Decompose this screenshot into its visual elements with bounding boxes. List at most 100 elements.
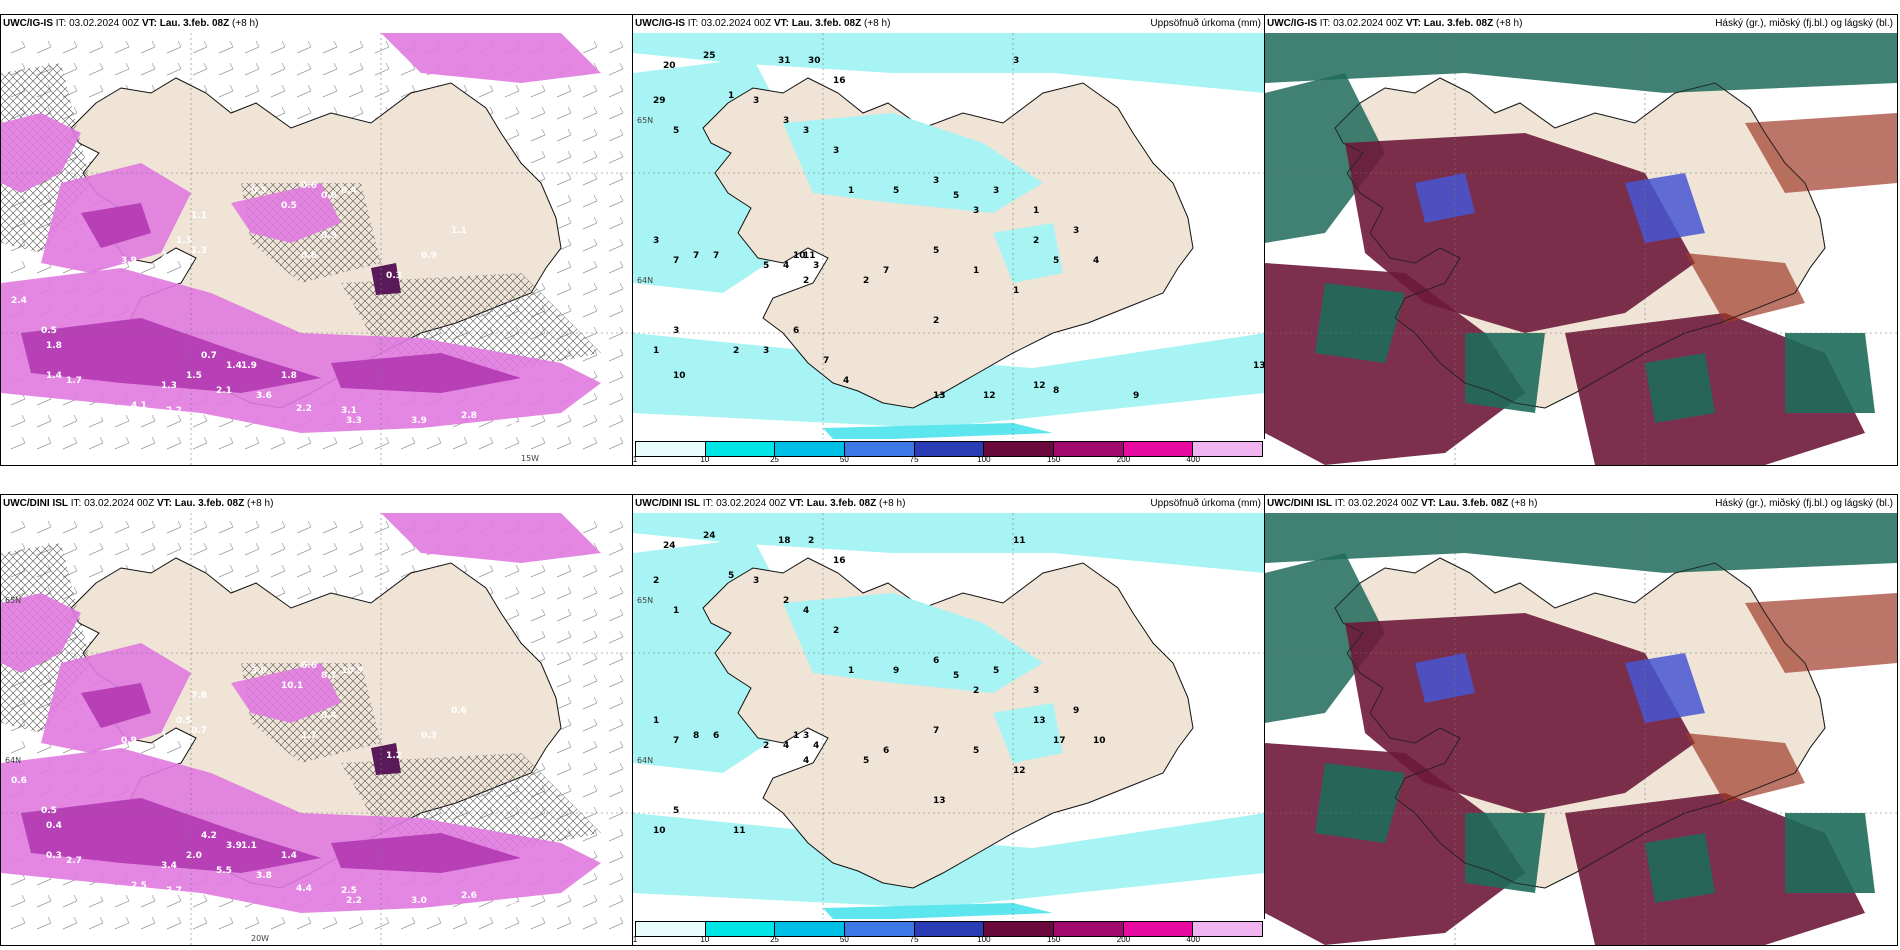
wind-barb xyxy=(166,542,182,556)
wind-barb xyxy=(218,436,234,450)
colorbar-tick-label: 100 xyxy=(977,455,991,464)
precip-value: 0.5 xyxy=(176,716,192,726)
accum-value: 1 xyxy=(673,606,679,616)
wind-barb xyxy=(582,564,598,578)
wind-barb xyxy=(582,652,598,666)
precip-core xyxy=(21,798,321,873)
accum-value: 29 xyxy=(653,96,666,106)
wind-barb xyxy=(582,718,598,732)
accum-value: 4 xyxy=(803,606,809,616)
wind-barb xyxy=(556,652,572,666)
wind-barb xyxy=(36,414,52,428)
lead-time: (+8 h) xyxy=(1511,498,1538,509)
wind-barb xyxy=(374,436,390,450)
cloud-area xyxy=(1465,333,1545,413)
precip-max xyxy=(371,743,401,775)
wind-barb xyxy=(608,150,624,164)
init-time: IT: 03.02.2024 00Z xyxy=(702,498,787,509)
precip-value: 1.7 xyxy=(301,731,317,741)
precip-value: 7.8 xyxy=(191,691,207,701)
wind-barb xyxy=(608,828,624,842)
wind-barb xyxy=(88,520,104,534)
accum-value: 5 xyxy=(933,246,939,256)
accum-value: 2 xyxy=(973,686,979,696)
wind-barb xyxy=(608,542,624,556)
wind-barb xyxy=(556,194,572,208)
wind-barb xyxy=(582,608,598,622)
cloud-area xyxy=(1415,653,1475,703)
precip-value: 1.9 xyxy=(241,361,257,371)
wind-barb xyxy=(10,740,26,754)
wind-barb xyxy=(166,740,182,754)
wind-barb xyxy=(374,40,390,54)
accum-value: 5 xyxy=(893,186,899,196)
model-label: UWC/DINI ISL xyxy=(3,498,68,509)
wind-barb xyxy=(88,542,104,556)
precip-value: 1.1 xyxy=(451,226,467,236)
wind-barb xyxy=(348,564,364,578)
wind-barb xyxy=(582,586,598,600)
wind-barb xyxy=(608,128,624,142)
accum-value: 7 xyxy=(693,251,699,261)
wind-barb xyxy=(114,894,130,908)
precip-value: 0.6 xyxy=(301,181,317,191)
accum-value: 6 xyxy=(933,656,939,666)
accum-value: 16 xyxy=(833,556,846,566)
valid-time: VT: Lau. 3.feb. 08Z xyxy=(156,498,245,509)
wind-barb xyxy=(88,84,104,98)
wind-barb xyxy=(296,84,312,98)
accum-value: 2 xyxy=(833,626,839,636)
accum-value: 13 xyxy=(1253,361,1265,371)
colorbar-tick-label: 1 xyxy=(632,935,638,944)
wind-barb xyxy=(582,304,598,318)
precip-value: 0.5 xyxy=(41,326,57,336)
wind-barb xyxy=(88,414,104,428)
precip-value: 0.5 xyxy=(251,186,267,196)
map-area: 3.0 6.6 8.7 10.9 10.1 7.8 0.5 0.9 1.3 0.7 0.6 0.5 0.… xyxy=(1,513,633,945)
accum-value: 9 xyxy=(1133,391,1139,401)
wind-barb xyxy=(218,520,234,534)
wind-barb xyxy=(296,520,312,534)
accum-value: 4 xyxy=(803,756,809,766)
wind-barb xyxy=(608,652,624,666)
model-label: UWC/IG-IS xyxy=(1267,18,1317,29)
colorbar-swatch xyxy=(984,922,1055,936)
wind-barb xyxy=(62,62,78,76)
colorbar-swatch xyxy=(845,442,915,456)
model-label: UWC/IG-IS xyxy=(635,18,685,29)
wind-barb xyxy=(218,84,234,98)
accum-value: 3 xyxy=(753,576,759,586)
wind-barb xyxy=(10,436,26,450)
accum-value: 30 xyxy=(808,56,821,66)
colorbar-tick-label: 150 xyxy=(1046,455,1061,464)
init-time: IT: 03.02.2024 00Z xyxy=(70,498,155,509)
wind-barb xyxy=(608,260,624,274)
wind-barb xyxy=(270,564,286,578)
colorbar-tick-label: 1 xyxy=(632,455,638,464)
precip-value: 3.6 xyxy=(501,901,517,911)
wind-barb xyxy=(400,916,416,930)
wind-barb xyxy=(244,542,260,556)
precip-value: 3.0 xyxy=(251,666,267,676)
accum-value: 1 xyxy=(973,266,979,276)
wind-barb xyxy=(582,194,598,208)
precip-value: 0.7 xyxy=(201,351,217,361)
precip-value: 3.3 xyxy=(56,416,72,426)
accum-value: 12 xyxy=(1033,381,1046,391)
precip-value: 2.2 xyxy=(166,406,182,416)
wind-barb xyxy=(478,84,494,98)
precip-value: 10.1 xyxy=(281,681,303,691)
accum-value: 3 xyxy=(973,206,979,216)
accum-value: 11 xyxy=(803,251,816,261)
wind-barb xyxy=(608,718,624,732)
colorbar-tick-label: 200 xyxy=(1116,935,1131,944)
precip-value: 2.7 xyxy=(66,856,82,866)
wind-barb xyxy=(400,564,416,578)
wind-barb xyxy=(530,564,546,578)
wind-barb xyxy=(348,586,364,600)
wind-barb xyxy=(556,674,572,688)
wind-barb xyxy=(452,916,468,930)
cloud-area xyxy=(1645,353,1715,423)
wind-barb xyxy=(608,762,624,776)
wind-barb xyxy=(556,608,572,622)
